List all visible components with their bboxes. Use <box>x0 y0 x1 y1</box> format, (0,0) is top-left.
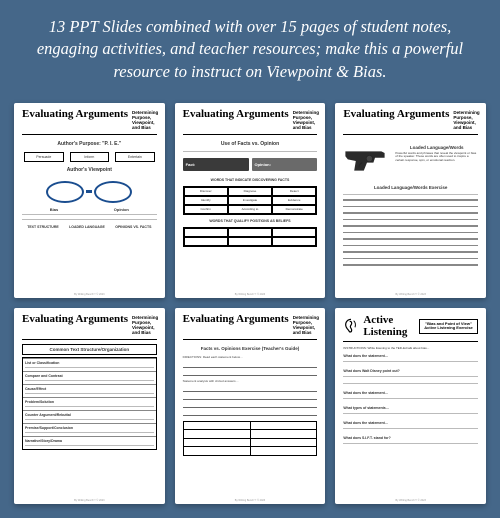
al-q2: What does Walt Disney point out? <box>343 369 478 373</box>
header-text: 13 PPT Slides combined with over 15 page… <box>0 0 500 97</box>
thumb-subtitle: Determining Purpose, Viewpoint, and Bias <box>293 111 319 131</box>
thumb-subtitle: Determining Purpose, Viewpoint, and Bias <box>453 111 479 131</box>
ex-intro: DIRECTIONS: Read each statement below… <box>183 355 318 359</box>
thumb-title: Evaluating Arguments <box>22 314 128 325</box>
pie-entertain: Entertain <box>115 152 155 162</box>
belief-table <box>183 227 318 247</box>
al-title: Active Listening <box>363 314 415 338</box>
thumb-fact-opinion: Evaluating Arguments Determining Purpose… <box>175 103 326 299</box>
al-q1: What does the statement… <box>343 354 478 358</box>
credit: By Writing Bench™ © 2023 <box>14 293 165 296</box>
thumb-text-structure: Evaluating Arguments Determining Purpose… <box>14 308 165 504</box>
label-opinion: Opinion <box>114 207 129 212</box>
thumb-subtitle: Determining Purpose, Viewpoint, and Bias <box>132 316 158 336</box>
thumb-title: Evaluating Arguments <box>22 109 128 120</box>
tri-3: OPINIONS VS. FACTS <box>115 225 151 229</box>
viewpoint-label: Author's Viewpoint <box>22 167 157 173</box>
credit: By Writing Bench™ © 2023 <box>335 293 486 296</box>
al-q3: What does the statement… <box>343 391 478 395</box>
ll-exercise: Loaded Language/Words Exercise <box>343 185 478 190</box>
label-bias: Bias <box>50 207 58 212</box>
pie-label: Author's Purpose: "P. I. E." <box>22 141 157 147</box>
thumb-loaded-language: Evaluating Arguments Determining Purpose… <box>335 103 486 299</box>
thumb-exercise-guide: Evaluating Arguments Determining Purpose… <box>175 308 326 504</box>
glasses-icon <box>22 181 157 203</box>
ll-heading: Loaded Language/Words <box>395 145 478 150</box>
ear-icon <box>343 318 359 334</box>
pie-inform: Inform <box>70 152 110 162</box>
al-instructions: INSTRUCTIONS: While listening to the TED… <box>343 346 478 350</box>
tri-1: TEXT STRUCTURE <box>27 225 59 229</box>
thumb-evaluating-glasses: Evaluating Arguments Determining Purpose… <box>14 103 165 299</box>
ex-table <box>183 421 318 456</box>
fact-block: Fact: <box>183 158 249 171</box>
tbl-cap: WORDS THAT INDICATE DISCOVERING FACTS <box>183 178 318 182</box>
ex-heading: Facts vs. Opinions Exercise (Teacher's G… <box>183 346 318 351</box>
al-q6: What does S.I.F.T. stand for? <box>343 436 478 440</box>
thumbnail-grid: Evaluating Arguments Determining Purpose… <box>0 97 500 518</box>
tri-2: LOADED LANGUAGE <box>69 225 105 229</box>
credit: By Writing Bench™ © 2023 <box>175 293 326 296</box>
thumb-subtitle: Determining Purpose, Viewpoint, and Bias <box>293 316 319 336</box>
fo-heading: Use of Facts vs. Opinion <box>183 141 318 147</box>
thumb-title: Evaluating Arguments <box>343 109 449 120</box>
structure-table: List or Classification Compare and Contr… <box>22 357 157 450</box>
thumb-title: Evaluating Arguments <box>183 314 289 325</box>
al-q5: What does the statement… <box>343 421 478 425</box>
opinion-block: Opinion: <box>252 158 318 171</box>
thumb-subtitle: Determining Purpose, Viewpoint, and Bias <box>132 111 158 131</box>
al-box: "Bias and Point of View" Active Listenin… <box>419 319 478 334</box>
thumb-active-listening: Active Listening "Bias and Point of View… <box>335 308 486 504</box>
ll-para: Powerful words and phrases that reveal t… <box>395 152 478 164</box>
al-q4: What types of statements… <box>343 406 478 410</box>
revolver-icon <box>343 143 391 179</box>
tbl2-cap: WORDS THAT QUALIFY POSITIONS AS BELIEFS <box>183 219 318 223</box>
fact-table: DiscoverDiagnoseDetect IdentifyInvestiga… <box>183 186 318 215</box>
thumb-title: Evaluating Arguments <box>183 109 289 120</box>
ts-heading: Common Text Structure/Organization <box>22 344 157 355</box>
pie-persuade: Persuade <box>24 152 64 162</box>
